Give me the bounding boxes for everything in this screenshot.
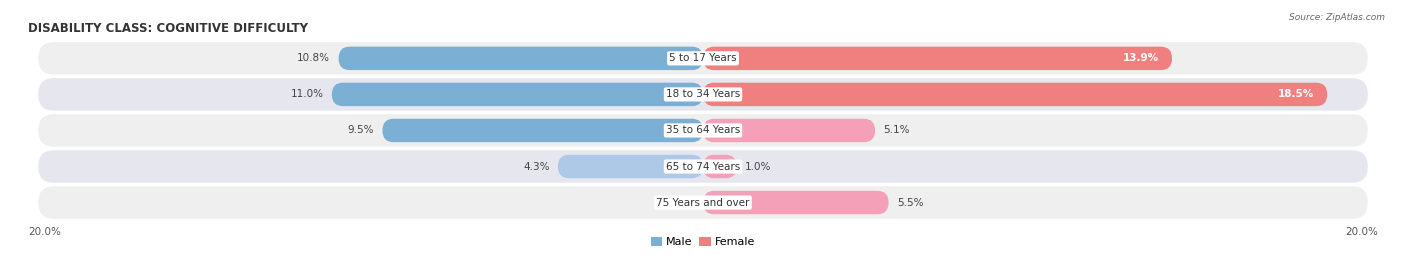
FancyBboxPatch shape: [38, 114, 1368, 147]
FancyBboxPatch shape: [703, 119, 875, 142]
FancyBboxPatch shape: [38, 78, 1368, 111]
FancyBboxPatch shape: [339, 47, 703, 70]
Text: 10.8%: 10.8%: [297, 53, 330, 63]
Text: 11.0%: 11.0%: [291, 89, 323, 100]
FancyBboxPatch shape: [382, 119, 703, 142]
Text: 75 Years and over: 75 Years and over: [657, 197, 749, 208]
FancyBboxPatch shape: [38, 186, 1368, 219]
Text: 4.3%: 4.3%: [523, 161, 550, 172]
Text: 9.5%: 9.5%: [347, 125, 374, 136]
Text: 1.0%: 1.0%: [745, 161, 772, 172]
Text: 13.9%: 13.9%: [1122, 53, 1159, 63]
Text: 20.0%: 20.0%: [28, 227, 60, 237]
FancyBboxPatch shape: [38, 42, 1368, 75]
FancyBboxPatch shape: [703, 155, 737, 178]
Text: 18 to 34 Years: 18 to 34 Years: [666, 89, 740, 100]
Text: 18.5%: 18.5%: [1278, 89, 1313, 100]
Text: 20.0%: 20.0%: [1346, 227, 1378, 237]
Text: 5.5%: 5.5%: [897, 197, 924, 208]
FancyBboxPatch shape: [703, 191, 889, 214]
FancyBboxPatch shape: [703, 47, 1173, 70]
Text: 65 to 74 Years: 65 to 74 Years: [666, 161, 740, 172]
Text: 0.0%: 0.0%: [668, 197, 695, 208]
Legend: Male, Female: Male, Female: [651, 237, 755, 247]
Text: Source: ZipAtlas.com: Source: ZipAtlas.com: [1289, 13, 1385, 22]
FancyBboxPatch shape: [703, 83, 1327, 106]
FancyBboxPatch shape: [332, 83, 703, 106]
Text: 5 to 17 Years: 5 to 17 Years: [669, 53, 737, 63]
Text: 5.1%: 5.1%: [883, 125, 910, 136]
Text: DISABILITY CLASS: COGNITIVE DIFFICULTY: DISABILITY CLASS: COGNITIVE DIFFICULTY: [28, 22, 308, 35]
FancyBboxPatch shape: [558, 155, 703, 178]
FancyBboxPatch shape: [38, 150, 1368, 183]
Text: 35 to 64 Years: 35 to 64 Years: [666, 125, 740, 136]
